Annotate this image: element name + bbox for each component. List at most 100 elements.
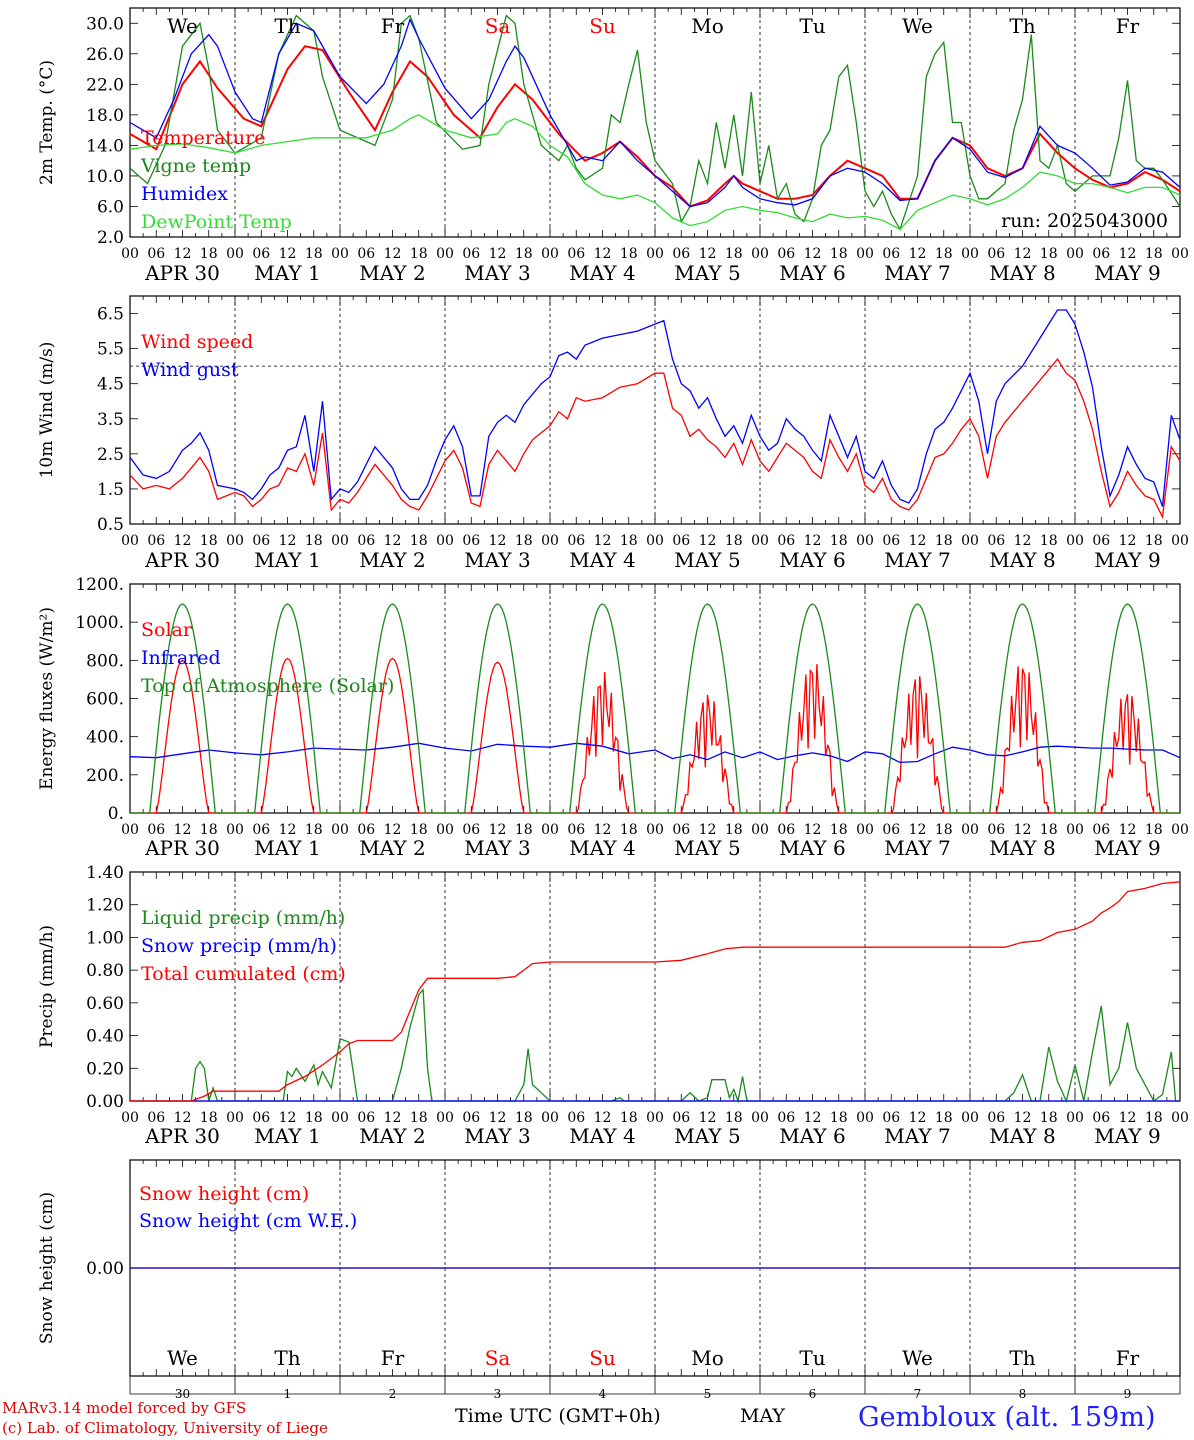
hour-tick-label: 00	[331, 533, 349, 549]
date-label: MAY 9	[1094, 1124, 1160, 1148]
hour-tick-label: 12	[384, 533, 402, 549]
legend-entry: DewPoint Temp	[141, 211, 292, 233]
y-tick-label: 6.0	[97, 197, 124, 217]
hour-tick-label: 00	[751, 246, 769, 262]
hour-tick-label: 06	[252, 246, 270, 262]
hour-tick-label: 18	[1145, 1110, 1163, 1126]
weekday-label: We	[167, 1346, 198, 1370]
hour-tick-label: 06	[882, 1110, 900, 1126]
hour-tick-label: 12	[1014, 822, 1032, 838]
legend-entry: Snow height (cm W.E.)	[139, 1210, 357, 1232]
weekday-label: Tu	[799, 1346, 825, 1370]
date-label: MAY 9	[1094, 261, 1160, 285]
date-label: MAY 4	[569, 548, 635, 572]
hour-tick-label: 06	[1092, 1110, 1110, 1126]
hour-tick-label: 00	[1066, 246, 1084, 262]
hour-tick-label: 00	[541, 246, 559, 262]
hour-tick-label: 12	[804, 822, 822, 838]
hour-tick-label: 18	[200, 533, 218, 549]
date-label: MAY 3	[464, 836, 530, 860]
date-label: MAY 5	[674, 548, 740, 572]
hour-tick-label: 00	[226, 533, 244, 549]
date-label: APR 30	[144, 1124, 220, 1148]
series-line	[129, 114, 1181, 231]
hour-tick-label: 00	[961, 822, 979, 838]
hour-tick-label: 06	[777, 533, 795, 549]
hour-tick-label: 00	[121, 533, 139, 549]
hour-tick-label: 06	[882, 822, 900, 838]
legend-entry: Temperature	[141, 127, 265, 149]
y-tick-label: 0.80	[86, 961, 124, 981]
hour-tick-label: 18	[725, 246, 743, 262]
hour-tick-label: 12	[384, 822, 402, 838]
hour-tick-label: 00	[646, 533, 664, 549]
chart-panel-3: 0. 200. 400. 600. 800. 1000. 1200. Energy fluxe…	[37, 575, 1189, 860]
hour-tick-label: 12	[909, 822, 927, 838]
y-tick-label: 3.5	[97, 410, 124, 430]
hour-tick-label: 12	[1119, 1110, 1137, 1126]
date-label: MAY 5	[674, 1124, 740, 1148]
y-tick-label: 1.00	[86, 928, 124, 948]
y-tick-label: 0.	[108, 804, 124, 824]
y-tick-label: 26.0	[86, 45, 124, 65]
y-tick-label: 600.	[86, 690, 124, 710]
date-label: MAY 5	[674, 261, 740, 285]
date-label: MAY 5	[674, 836, 740, 860]
hour-tick-label: 12	[1014, 1110, 1032, 1126]
hour-tick-label: 06	[1092, 246, 1110, 262]
hour-tick-label: 00	[1171, 533, 1189, 549]
hour-tick-label: 06	[672, 1110, 690, 1126]
hour-tick-label: 00	[436, 533, 454, 549]
hour-tick-label: 12	[279, 1110, 297, 1126]
hour-tick-label: 00	[856, 533, 874, 549]
hour-tick-label: 00	[961, 533, 979, 549]
hour-tick-label: 18	[935, 1110, 953, 1126]
hour-tick-label: 00	[331, 822, 349, 838]
y-tick-label: 4.5	[97, 375, 124, 395]
weekday-label: Su	[589, 1346, 616, 1370]
legend-entry: Solar	[141, 619, 193, 641]
hour-tick-label: 00	[331, 1110, 349, 1126]
weekday-label: We	[902, 1346, 933, 1370]
hour-tick-label: 12	[1014, 246, 1032, 262]
date-label: MAY 1	[254, 1124, 320, 1148]
y-axis-title: Precip (mm/h)	[37, 925, 57, 1048]
station-name: Gembloux (alt. 159m)	[858, 1402, 1156, 1433]
hour-tick-label: 06	[672, 246, 690, 262]
weekday-label: Sa	[485, 1346, 511, 1370]
hour-tick-label: 18	[410, 533, 428, 549]
hour-tick-label: 06	[462, 246, 480, 262]
hour-tick-label: 12	[1119, 822, 1137, 838]
hour-tick-label: 06	[672, 822, 690, 838]
weekday-label: Th	[274, 1346, 300, 1370]
hour-tick-label: 06	[567, 533, 585, 549]
hour-tick-label: 06	[882, 533, 900, 549]
hour-tick-label: 06	[1092, 533, 1110, 549]
hour-tick-label: 12	[804, 533, 822, 549]
hour-tick-label: 06	[672, 533, 690, 549]
hour-tick-label: 00	[226, 1110, 244, 1126]
hour-tick-label: 18	[1145, 822, 1163, 838]
date-label: MAY 7	[884, 836, 950, 860]
hour-tick-label: 00	[541, 822, 559, 838]
y-tick-label: 2.5	[97, 445, 124, 465]
hour-tick-label: 12	[699, 246, 717, 262]
weekday-label: Mo	[691, 1346, 724, 1370]
time-axis-title: Time UTC (GMT+0h)	[455, 1405, 661, 1427]
date-label: MAY 8	[989, 836, 1055, 860]
hour-tick-label: 18	[515, 822, 533, 838]
hour-tick-label: 00	[646, 822, 664, 838]
hour-tick-label: 06	[462, 1110, 480, 1126]
hour-tick-label: 06	[147, 822, 165, 838]
weekday-label: Fr	[381, 14, 405, 38]
weekday-label: Sa	[485, 14, 511, 38]
series-line	[129, 742, 1181, 764]
date-label: MAY 2	[359, 548, 425, 572]
day-number-label: 6	[809, 1387, 817, 1401]
hour-tick-label: 00	[121, 1110, 139, 1126]
hour-tick-label: 18	[725, 1110, 743, 1126]
hour-tick-label: 06	[252, 533, 270, 549]
hour-tick-label: 18	[515, 533, 533, 549]
hour-tick-label: 12	[174, 246, 192, 262]
